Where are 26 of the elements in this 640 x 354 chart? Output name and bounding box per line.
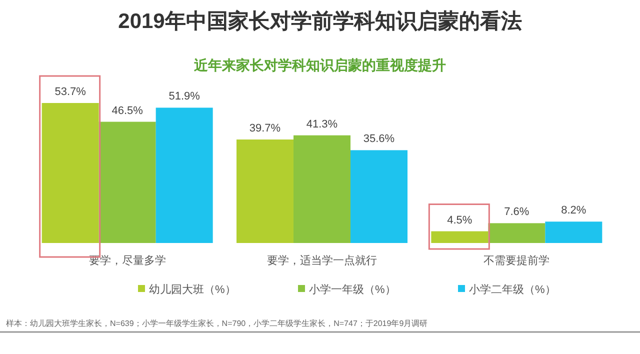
data-label: 8.2% bbox=[561, 204, 586, 217]
bar bbox=[156, 108, 213, 243]
data-label: 7.6% bbox=[504, 206, 530, 218]
data-label: 51.9% bbox=[168, 90, 200, 103]
chart-subtitle: 近年来家长对学科知识启蒙的重视度提升 bbox=[193, 57, 446, 73]
x-tick-label: 要学，适当学一点就行 bbox=[267, 254, 377, 267]
bar bbox=[545, 222, 602, 243]
bar bbox=[98, 122, 156, 243]
data-label: 39.7% bbox=[249, 122, 281, 134]
bar bbox=[42, 103, 99, 243]
data-label: 35.6% bbox=[363, 133, 395, 146]
text: 样本：幼儿园大班学生家长，N=639；小学一年级学生家长，N=790，小学二年级学生家长，N=747；于2019年9月调研 bbox=[6, 319, 428, 328]
data-label: 53.7% bbox=[54, 86, 86, 98]
bar bbox=[294, 135, 350, 243]
data-label: 46.5% bbox=[112, 104, 144, 117]
bar bbox=[431, 231, 488, 243]
bar bbox=[350, 150, 408, 243]
data-label: 4.5% bbox=[447, 214, 472, 226]
chart-title: 2019年中国家长对学前学科知识启蒙的看法 bbox=[118, 9, 522, 33]
legend-label: 幼儿园大班（%） bbox=[149, 283, 236, 296]
legend-label: 小学二年级（%） bbox=[469, 283, 556, 296]
data-label: 41.3% bbox=[306, 118, 338, 130]
x-tick-label: 不需要提前学 bbox=[484, 255, 550, 267]
legend-label: 小学一年级（%） bbox=[309, 283, 396, 296]
bar bbox=[488, 223, 546, 243]
bar bbox=[236, 140, 294, 243]
